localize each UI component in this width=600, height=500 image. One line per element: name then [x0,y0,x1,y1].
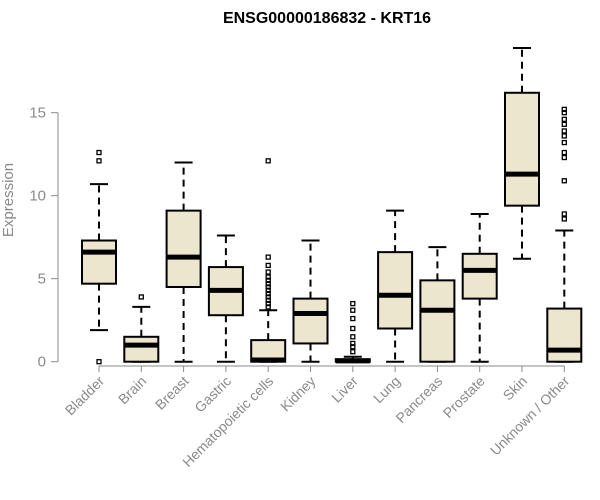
outlier-point [561,133,567,139]
box-skin [504,46,540,260]
outlier-point [561,139,567,146]
outlier-point [350,325,356,332]
iqr-box [165,209,202,288]
y-axis-label: Expression [0,163,17,237]
outlier-point [265,254,271,260]
outlier-point [561,216,567,222]
outlier-point [265,297,271,303]
x-tick-label: Unknown / Other [487,373,573,459]
box-bladder [81,149,117,365]
y-tick-label: 5 [38,271,46,288]
iqr-box [461,252,498,300]
outlier-point [561,154,567,161]
x-tick-label: Breast [152,373,192,413]
boxes-group [81,46,583,365]
x-tick-label: Liver [328,373,361,406]
outlier-point [561,211,567,217]
box-brain [123,294,160,363]
y-tick-label: 15 [29,105,46,122]
outlier-point [265,304,271,310]
outlier-point [96,158,102,164]
outlier-point [350,349,356,355]
box-lung [377,209,414,363]
outlier-point [350,344,356,350]
iqr-box [123,335,160,363]
outlier-point [265,281,271,287]
y-tick-label: 0 [38,354,46,371]
x-tick-label: Kidney [277,373,319,415]
box-unknown-other [546,106,583,363]
box-gastric [207,234,244,363]
box-pancreas [419,246,456,363]
box-liver [334,300,371,364]
outlier-point [561,121,567,127]
y-tick-label: 10 [29,188,46,205]
outlier-point [96,149,102,156]
outlier-point [350,334,356,340]
iqr-box [419,279,456,363]
box-hematopoietic-cells [250,158,287,363]
outlier-point [561,149,567,156]
x-tick-label: Brain [115,373,149,407]
outlier-point [265,274,271,280]
x-tick-label: Skin [500,373,531,404]
chart-title: ENSG00000186832 - KRT16 [223,10,431,27]
box-prostate [461,212,498,363]
outlier-point [265,262,271,269]
outlier-point [265,287,271,293]
outlier-point [265,158,271,164]
iqr-box [292,297,329,345]
outlier-point [265,284,271,290]
box-breast [165,161,202,363]
x-tick-label: Pancreas [392,373,445,426]
outlier-point [561,178,567,184]
x-tick-label: Bladder [62,373,108,419]
y-axis: 0 5 10 15 [29,105,59,371]
outlier-point [265,294,271,300]
outlier-point [561,110,567,116]
outlier-point [350,307,356,313]
outlier-point [561,128,567,134]
iqr-box [81,239,117,285]
x-tick-label: Prostate [440,373,488,421]
outlier-point [265,269,271,275]
outlier-point [350,340,356,347]
outlier-point [350,315,356,322]
iqr-box [546,307,583,363]
iqr-box [377,251,414,330]
outlier-point [350,300,356,307]
iqr-box [504,91,540,207]
outlier-point [561,116,567,122]
outlier-point [265,300,271,307]
outlier-point [265,277,271,284]
outlier-point [96,359,102,365]
box-kidney [292,239,329,363]
x-tick-label: Lung [370,373,403,406]
outlier-point [561,106,567,113]
outlier-point [265,290,271,297]
outlier-point [138,294,144,300]
